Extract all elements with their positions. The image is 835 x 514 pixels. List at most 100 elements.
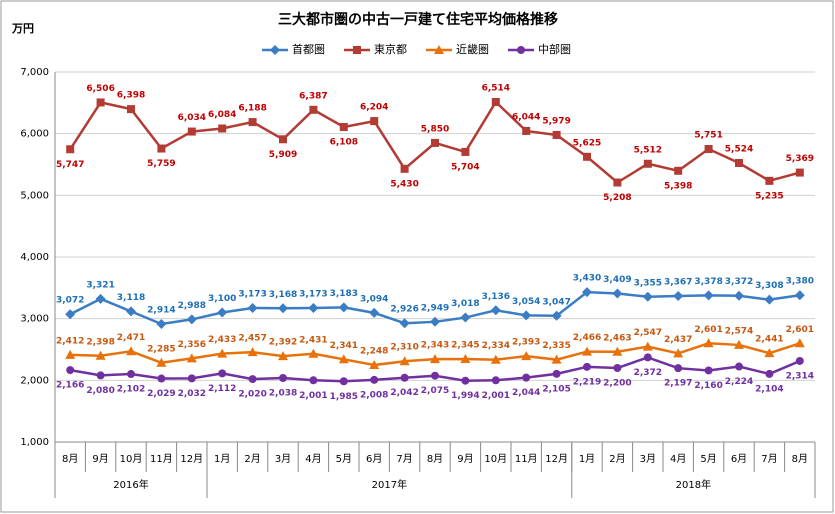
data-label: 2,001 xyxy=(299,391,327,401)
x-tick-label: 3月 xyxy=(640,453,656,465)
marker xyxy=(187,127,196,136)
data-label: 2,334 xyxy=(482,341,510,351)
marker xyxy=(430,316,440,327)
data-label: 6,044 xyxy=(512,112,540,122)
data-label: 2,949 xyxy=(421,303,449,313)
data-label: 3,355 xyxy=(634,278,662,288)
marker xyxy=(339,123,348,132)
data-label: 2,398 xyxy=(86,337,114,347)
x-tick-label: 2月 xyxy=(244,453,260,465)
data-label: 2,038 xyxy=(269,388,297,398)
y-unit: 万円 xyxy=(11,22,34,35)
x-tick-label: 5月 xyxy=(336,453,352,465)
x-tick-label: 9月 xyxy=(92,453,108,465)
marker xyxy=(218,369,227,378)
data-label: 2,104 xyxy=(755,384,783,394)
data-label: 5,747 xyxy=(56,160,84,170)
marker xyxy=(157,144,166,153)
marker xyxy=(703,290,714,301)
marker xyxy=(431,138,439,147)
marker xyxy=(551,354,562,364)
data-label: 2,601 xyxy=(786,325,814,335)
data-label: 2,335 xyxy=(542,341,570,351)
x-tick-label: 10月 xyxy=(484,453,507,465)
data-label: 3,100 xyxy=(208,294,236,304)
marker xyxy=(461,147,470,156)
data-label: 2,166 xyxy=(56,381,84,391)
marker xyxy=(642,291,653,302)
data-label: 3,380 xyxy=(786,277,814,287)
data-label: 2,926 xyxy=(390,305,418,315)
data-label: 3,409 xyxy=(603,275,631,285)
marker xyxy=(339,377,348,386)
data-label: 5,235 xyxy=(755,191,783,201)
marker xyxy=(735,362,743,371)
marker xyxy=(156,318,167,329)
data-label: 2,988 xyxy=(178,301,206,311)
data-label: 3,054 xyxy=(512,297,540,307)
marker xyxy=(795,356,804,365)
data-label: 3,047 xyxy=(542,297,570,307)
data-label: 2,200 xyxy=(603,379,631,389)
y-tick-label: 4,000 xyxy=(20,252,49,263)
data-label: 3,367 xyxy=(664,278,692,288)
marker xyxy=(430,354,440,364)
x-tick-label: 11月 xyxy=(150,453,173,465)
marker xyxy=(490,354,501,364)
marker xyxy=(674,166,683,175)
data-label: 2,471 xyxy=(117,333,145,343)
data-label: 2,341 xyxy=(330,341,358,351)
data-label: 6,188 xyxy=(238,104,266,114)
data-label: 2,392 xyxy=(269,338,297,348)
marker xyxy=(491,97,500,106)
data-label: 5,398 xyxy=(664,181,692,191)
marker xyxy=(764,294,775,305)
data-label: 6,506 xyxy=(86,84,114,94)
legend-marker xyxy=(353,46,361,54)
data-label: 6,204 xyxy=(360,103,388,113)
marker xyxy=(279,135,287,144)
marker xyxy=(369,360,380,370)
marker xyxy=(217,348,228,358)
marker xyxy=(126,306,136,317)
marker xyxy=(370,375,379,384)
marker xyxy=(96,371,105,380)
x-tick-label: 6月 xyxy=(366,453,382,465)
marker xyxy=(400,373,409,382)
marker xyxy=(338,354,349,364)
marker xyxy=(704,366,713,375)
y-tick-label: 5,000 xyxy=(20,190,49,201)
data-label: 5,625 xyxy=(573,138,601,148)
marker xyxy=(583,362,591,371)
data-label: 6,084 xyxy=(208,110,236,120)
data-label: 3,094 xyxy=(360,294,388,304)
marker xyxy=(551,310,562,321)
legend-marker xyxy=(434,45,444,54)
data-label: 6,398 xyxy=(117,91,145,101)
marker xyxy=(157,374,166,383)
data-label: 1,985 xyxy=(330,392,358,402)
data-label: 2,574 xyxy=(725,326,753,336)
data-label: 2,219 xyxy=(573,377,601,387)
marker xyxy=(704,145,713,154)
marker xyxy=(96,98,105,107)
data-label: 2,372 xyxy=(634,368,662,378)
x-tick-label: 10月 xyxy=(120,453,143,465)
data-label: 2,020 xyxy=(238,390,266,400)
marker xyxy=(127,370,135,379)
y-tick-label: 7,000 xyxy=(20,67,49,78)
marker xyxy=(247,347,258,357)
data-label: 2,160 xyxy=(694,381,722,391)
marker xyxy=(794,338,805,348)
marker xyxy=(460,354,471,364)
x-tick-label: 4月 xyxy=(670,453,686,465)
marker xyxy=(795,168,804,177)
marker xyxy=(217,307,228,318)
data-label: 2,437 xyxy=(664,335,692,345)
marker xyxy=(613,178,622,187)
data-label: 2,042 xyxy=(390,388,418,398)
data-label: 5,751 xyxy=(694,131,722,141)
data-label: 2,412 xyxy=(56,336,84,346)
data-label: 3,372 xyxy=(725,277,753,287)
marker xyxy=(65,309,76,320)
